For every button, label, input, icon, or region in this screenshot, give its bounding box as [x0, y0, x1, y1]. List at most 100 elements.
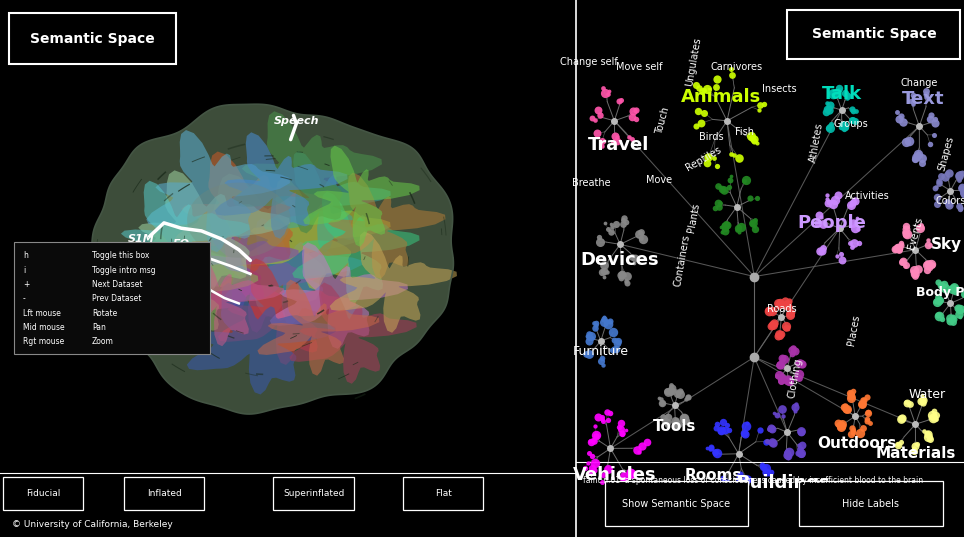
FancyBboxPatch shape: [274, 477, 354, 510]
Polygon shape: [289, 282, 416, 384]
Polygon shape: [224, 218, 362, 325]
Text: Lft mouse: Lft mouse: [23, 309, 61, 317]
Text: Activities: Activities: [844, 191, 889, 201]
Text: Athletes: Athletes: [808, 121, 825, 163]
Text: Plants: Plants: [686, 202, 702, 233]
Text: -: -: [23, 294, 26, 303]
Polygon shape: [304, 146, 419, 247]
Text: Birds: Birds: [699, 132, 724, 142]
Text: Text: Text: [902, 90, 945, 108]
Text: Fiducial: Fiducial: [26, 489, 61, 498]
Polygon shape: [292, 192, 419, 303]
FancyBboxPatch shape: [9, 13, 175, 64]
Polygon shape: [90, 104, 453, 414]
Text: Breathe: Breathe: [572, 178, 610, 187]
Text: Zoom: Zoom: [93, 337, 114, 346]
Text: Next Dataset: Next Dataset: [93, 280, 143, 289]
Text: Toggle this box: Toggle this box: [93, 251, 149, 260]
Text: Roads: Roads: [766, 304, 796, 314]
Text: Reptiles: Reptiles: [684, 144, 723, 172]
Polygon shape: [215, 132, 348, 239]
Text: Buildings: Buildings: [736, 474, 830, 492]
FancyBboxPatch shape: [604, 481, 748, 526]
Text: Change: Change: [900, 78, 938, 88]
Polygon shape: [263, 151, 390, 252]
Polygon shape: [233, 111, 382, 234]
Text: Clothing: Clothing: [787, 358, 803, 400]
Text: Vehicles: Vehicles: [573, 466, 656, 484]
Text: Containers: Containers: [673, 234, 692, 287]
Text: Travel: Travel: [587, 136, 649, 154]
Text: Inflated: Inflated: [147, 489, 181, 498]
Text: Prev Dataset: Prev Dataset: [93, 294, 142, 303]
Text: Rooms: Rooms: [684, 468, 742, 483]
Text: Pan: Pan: [93, 323, 106, 332]
Text: Superinflated: Superinflated: [283, 489, 344, 498]
FancyBboxPatch shape: [3, 477, 84, 510]
Polygon shape: [257, 280, 379, 376]
Text: Materials: Materials: [875, 446, 955, 461]
Polygon shape: [163, 250, 284, 346]
Text: Water: Water: [908, 388, 946, 401]
Text: Groups: Groups: [834, 119, 869, 128]
Polygon shape: [195, 231, 322, 333]
Text: Sky: Sky: [931, 237, 962, 252]
FancyBboxPatch shape: [14, 242, 210, 354]
Text: Furniture: Furniture: [573, 345, 629, 358]
Text: Shapes: Shapes: [937, 134, 956, 172]
Text: Toggle intro msg: Toggle intro msg: [93, 266, 156, 274]
Text: Devices: Devices: [581, 251, 659, 270]
Text: Colors: Colors: [935, 197, 964, 206]
Text: Ungulates: Ungulates: [684, 37, 703, 87]
Polygon shape: [112, 181, 250, 293]
Text: Semantic Space: Semantic Space: [813, 27, 937, 41]
Text: Change self: Change self: [560, 57, 618, 67]
Text: Semantic Space: Semantic Space: [30, 32, 154, 46]
FancyBboxPatch shape: [123, 477, 204, 510]
Polygon shape: [147, 130, 290, 252]
FancyBboxPatch shape: [788, 10, 960, 59]
Polygon shape: [187, 183, 290, 258]
Text: Speech: Speech: [274, 116, 319, 126]
FancyBboxPatch shape: [799, 481, 943, 526]
Text: +: +: [23, 280, 29, 289]
Polygon shape: [174, 173, 367, 317]
Text: People: People: [797, 214, 867, 232]
Text: Show Semantic Space: Show Semantic Space: [623, 499, 731, 509]
Text: Move: Move: [646, 175, 672, 185]
Polygon shape: [115, 232, 258, 344]
Text: © University of California, Berkeley: © University of California, Berkeley: [12, 520, 173, 529]
Text: FO: FO: [173, 240, 190, 249]
Polygon shape: [130, 170, 290, 293]
Polygon shape: [242, 178, 390, 290]
Text: Outdoors: Outdoors: [817, 436, 897, 451]
Text: Carnivores: Carnivores: [710, 62, 763, 72]
Text: Events: Events: [906, 216, 924, 251]
Text: Body Parts: Body Parts: [917, 286, 964, 299]
Text: Mid mouse: Mid mouse: [23, 323, 65, 332]
Text: i: i: [23, 266, 25, 274]
Text: h: h: [23, 251, 28, 260]
Text: Animals: Animals: [682, 88, 762, 106]
Text: Fish: Fish: [735, 127, 754, 136]
Text: Flat: Flat: [435, 489, 451, 498]
Text: Places: Places: [845, 314, 861, 346]
Text: Rgt mouse: Rgt mouse: [23, 337, 65, 346]
Polygon shape: [182, 210, 299, 311]
Text: Move self: Move self: [616, 62, 663, 72]
Text: Talk: Talk: [821, 85, 862, 103]
Polygon shape: [318, 172, 445, 279]
Polygon shape: [270, 242, 408, 349]
Text: Hide Labels: Hide Labels: [843, 499, 899, 509]
FancyBboxPatch shape: [403, 477, 483, 510]
Text: S1M: S1M: [127, 234, 154, 244]
Text: Tools: Tools: [653, 419, 696, 434]
Polygon shape: [218, 258, 356, 365]
Text: Rotate: Rotate: [93, 309, 118, 317]
Text: Touch: Touch: [655, 106, 671, 136]
Polygon shape: [330, 231, 457, 333]
Polygon shape: [187, 283, 336, 395]
Text: Insects: Insects: [763, 84, 797, 93]
Polygon shape: [173, 151, 333, 274]
Text: faint.n.01  a spontaneous loss of consciousness caused by insufficient blood to : faint.n.01 a spontaneous loss of conscio…: [583, 476, 924, 485]
